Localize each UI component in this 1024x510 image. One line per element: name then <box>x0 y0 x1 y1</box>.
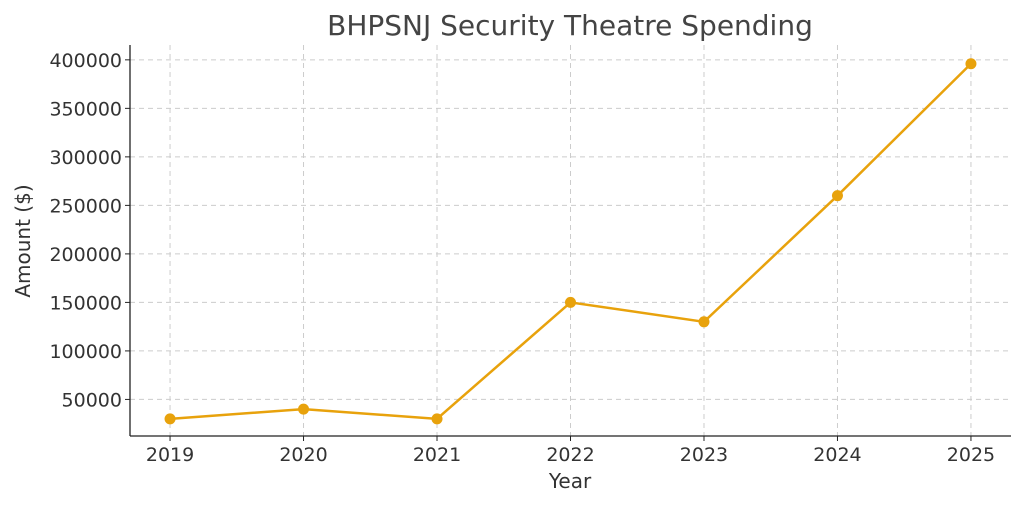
x-tick-label: 2024 <box>813 444 861 466</box>
series <box>164 58 977 425</box>
y-tick-label: 300000 <box>49 147 122 169</box>
y-tick-label: 400000 <box>49 50 122 72</box>
data-point <box>164 413 176 425</box>
x-tick-label: 2020 <box>279 444 327 466</box>
y-tick-label: 50000 <box>62 389 122 411</box>
data-point <box>965 58 977 70</box>
y-tick-label: 250000 <box>49 195 122 217</box>
data-point <box>431 413 443 425</box>
x-tick-label: 2025 <box>947 444 995 466</box>
x-tick-label: 2021 <box>413 444 461 466</box>
series-line <box>169 62 972 421</box>
data-point <box>565 296 576 308</box>
x-tick-label: 2019 <box>146 444 194 466</box>
data-point <box>831 190 843 202</box>
grid <box>130 45 1011 436</box>
x-tick-label: 2023 <box>680 444 728 466</box>
chart-title: BHPSNJ Security Theatre Spending <box>327 9 813 42</box>
data-point <box>698 316 710 328</box>
ticks: 2019 2020 2021 2022 2023 2024 2025 50000 100000 1… <box>49 50 995 466</box>
x-tick-label: 2022 <box>546 444 594 466</box>
y-axis-label: Amount ($) <box>11 184 35 297</box>
y-tick-label: 100000 <box>49 341 122 363</box>
y-tick-label: 150000 <box>49 292 122 314</box>
x-axis-label: Year <box>548 469 592 493</box>
y-tick-label: 350000 <box>49 98 122 120</box>
y-tick-label: 200000 <box>49 244 122 266</box>
data-point <box>298 403 310 415</box>
